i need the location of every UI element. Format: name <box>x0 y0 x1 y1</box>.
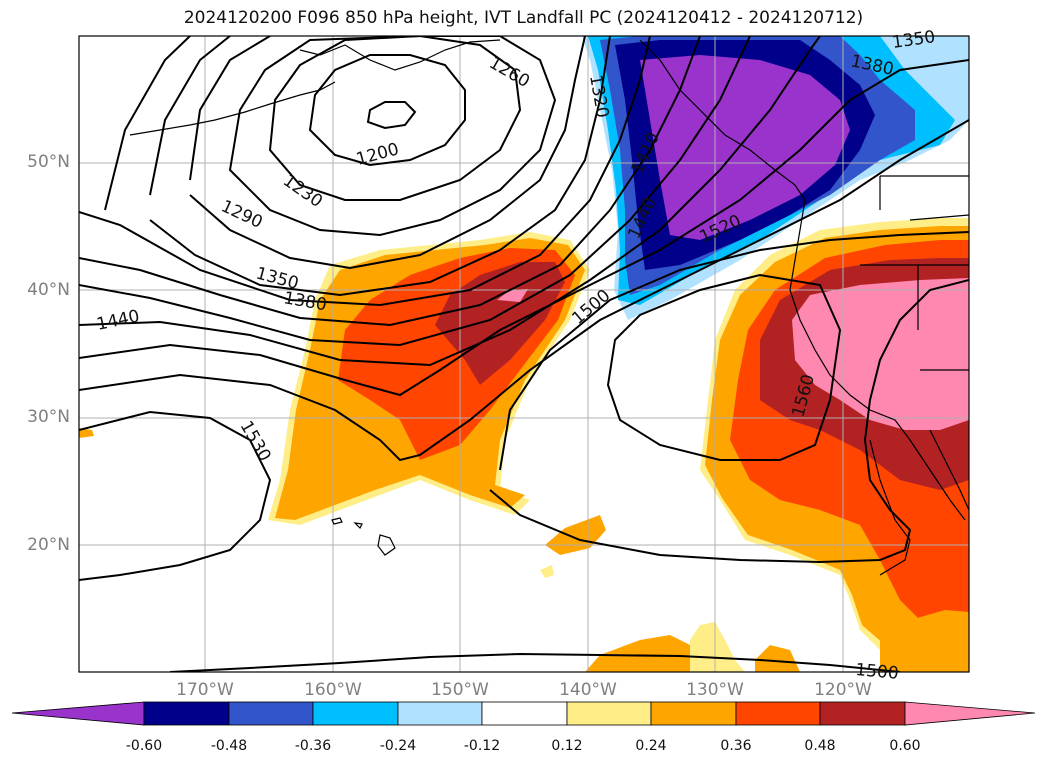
colorbar-extend-left <box>11 701 145 726</box>
colorbar-tick-label: 0.12 <box>551 738 583 754</box>
colorbar-segment <box>735 701 821 726</box>
height-contours <box>79 36 969 672</box>
gridlines <box>79 36 969 672</box>
colorbar-tick-label: -0.24 <box>379 738 417 754</box>
colorbar-segment <box>397 701 483 726</box>
map-border <box>78 35 970 673</box>
positive-ivt-shading-pacific <box>79 232 606 578</box>
colorbar-segment <box>312 701 399 726</box>
colorbar-tick-label: -0.12 <box>463 738 501 754</box>
positive-ivt-shading-coast <box>585 218 969 672</box>
figure-title: 2024120200 F096 850 hPa height, IVT Land… <box>183 8 864 28</box>
colorbar-tick-label: 0.48 <box>804 738 836 754</box>
lat-label: 30°N <box>27 407 70 427</box>
colorbar-extend-right <box>904 701 1036 726</box>
lon-label: 130°W <box>686 680 744 700</box>
colorbar-segment <box>143 701 230 726</box>
colorbar-segment <box>819 701 906 726</box>
colorbar-tick-label: 0.36 <box>720 738 752 754</box>
lon-label: 170°W <box>176 680 234 700</box>
colorbar-tick-label: 0.24 <box>635 738 667 754</box>
contour-label: 1500 <box>855 660 900 684</box>
colorbar-segment <box>228 701 314 726</box>
coastlines <box>129 39 969 576</box>
lon-label: 160°W <box>304 680 362 700</box>
lon-label: 120°W <box>814 680 872 700</box>
colorbar-tick-label: -0.36 <box>294 738 332 754</box>
colorbar-segment <box>650 701 737 726</box>
lat-label: 40°N <box>27 280 70 300</box>
colorbar-tick-label: -0.60 <box>125 738 163 754</box>
lon-label: 140°W <box>559 680 617 700</box>
colorbar <box>11 701 1036 726</box>
lat-label: 50°N <box>27 152 70 172</box>
colorbar-segment <box>481 701 568 726</box>
colorbar-tick-label: 0.60 <box>889 738 921 754</box>
lon-label: 150°W <box>431 680 489 700</box>
lat-label: 20°N <box>27 535 70 555</box>
colorbar-tick-label: -0.48 <box>210 738 248 754</box>
map-content <box>79 36 969 672</box>
colorbar-segment <box>566 701 652 726</box>
